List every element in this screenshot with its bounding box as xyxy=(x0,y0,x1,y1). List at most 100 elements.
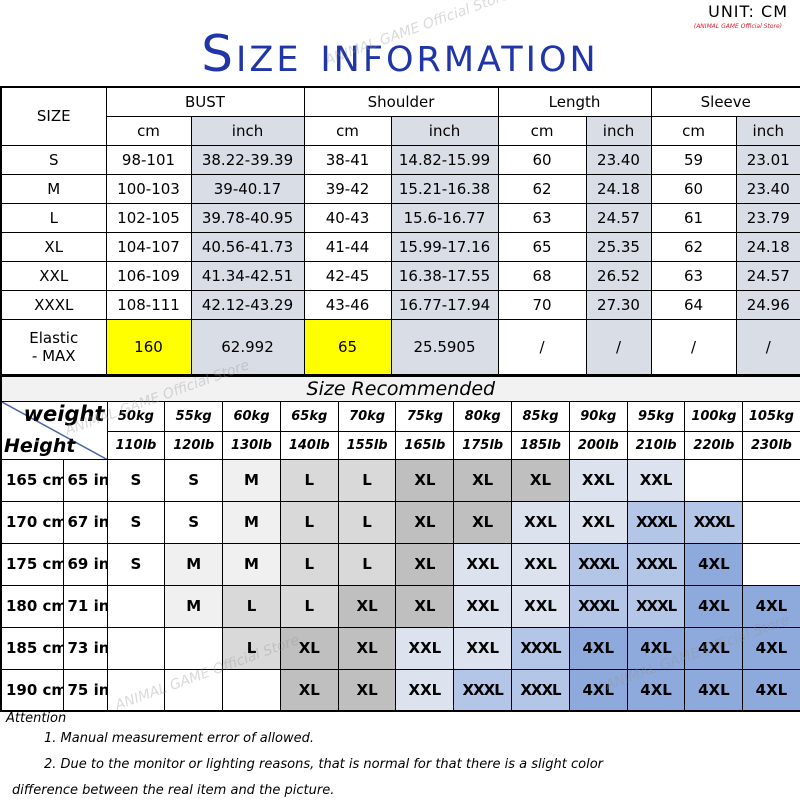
table-row: XXL 106-109 41.34-42.51 42-45 16.38-17.55 68 2… xyxy=(0,260,800,291)
size-cell xyxy=(106,668,166,712)
size-cell: S xyxy=(106,458,166,502)
size-cell: L xyxy=(337,542,397,586)
height-in: 71 in xyxy=(62,584,108,628)
size-cell: 4XL xyxy=(684,542,744,586)
measure-cell: 104-107 xyxy=(105,231,192,262)
table-row: 180 cm 71 in M L L XL XL XXL XXL XXXL XXXL 4XL 4XL xyxy=(0,584,800,628)
unit-header: inch xyxy=(190,115,305,146)
measure-cell: 60 xyxy=(497,144,587,175)
note-2: 2. Due to the monitor or lighting reason… xyxy=(44,757,604,772)
unit-header: cm xyxy=(303,115,392,146)
weight-label: weight xyxy=(23,401,105,426)
elastic-value: / xyxy=(650,318,737,376)
size-cell: XXXL xyxy=(684,500,744,544)
weight-kg: 60kg xyxy=(222,400,281,432)
measure-cell: 24.18 xyxy=(585,173,652,204)
unit-header: cm xyxy=(105,115,192,146)
size-cell xyxy=(222,668,281,712)
measure-cell: 42.12-43.29 xyxy=(190,289,305,320)
height-in: 65 in xyxy=(62,458,108,502)
measure-cell: 100-103 xyxy=(105,173,192,204)
size-cell: L xyxy=(222,584,281,628)
size-cell: XXL xyxy=(568,500,628,544)
table-row: M 100-103 39-40.17 39-42 15.21-16.38 62 24.18 6… xyxy=(0,173,800,204)
table-row: L 102-105 39.78-40.95 40-43 15.6-16.77 63 24.5… xyxy=(0,202,800,233)
size-cell: XL xyxy=(279,668,339,712)
measure-cell: 39-40.17 xyxy=(190,173,305,204)
size-cell: XXL xyxy=(626,458,686,502)
weight-lb: 230lb xyxy=(742,430,800,460)
weight-lb: 120lb xyxy=(164,430,224,460)
size-cell: L xyxy=(0,202,107,233)
measure-cell: 65 xyxy=(497,231,587,262)
size-cell: L xyxy=(337,500,397,544)
height-cm: 180 cm xyxy=(0,584,64,628)
measure-cell: 61 xyxy=(650,202,737,233)
height-cm: 165 cm xyxy=(0,458,64,502)
height-in: 75 in xyxy=(62,668,108,712)
weight-kg: 65kg xyxy=(279,400,339,432)
size-cell: XXXL xyxy=(626,500,686,544)
measure-cell: 15.99-17.16 xyxy=(390,231,499,262)
height-cm: 175 cm xyxy=(0,542,64,586)
measure-cell: 16.38-17.55 xyxy=(390,260,499,291)
size-header: SIZE xyxy=(0,86,107,146)
elastic-value: 160 xyxy=(105,318,192,376)
size-cell: 4XL xyxy=(684,668,744,712)
size-cell: M xyxy=(222,458,281,502)
measure-cell: 23.40 xyxy=(735,173,800,204)
group-header: Length xyxy=(497,86,652,117)
measure-cell: 64 xyxy=(650,289,737,320)
size-cell: L xyxy=(222,626,281,670)
measure-cell: 106-109 xyxy=(105,260,192,291)
size-cell: XXL xyxy=(568,458,628,502)
size-cell: XXL xyxy=(395,668,455,712)
weight-kg: 80kg xyxy=(453,400,513,432)
height-cm: 170 cm xyxy=(0,500,64,544)
size-cell: M xyxy=(0,173,107,204)
measure-cell: 24.57 xyxy=(585,202,652,233)
size-cell: M xyxy=(164,584,224,628)
measure-cell: 68 xyxy=(497,260,587,291)
measure-cell: 102-105 xyxy=(105,202,192,233)
weight-kg: 75kg xyxy=(395,400,455,432)
unit-header: cm xyxy=(497,115,587,146)
size-cell: XXXL xyxy=(511,668,570,712)
measure-cell: 39.78-40.95 xyxy=(190,202,305,233)
height-in: 67 in xyxy=(62,500,108,544)
size-cell: XXL xyxy=(511,500,570,544)
size-cell: S xyxy=(106,500,166,544)
size-cell: L xyxy=(337,458,397,502)
measure-cell: 23.01 xyxy=(735,144,800,175)
size-cell: XL xyxy=(453,458,513,502)
table-row: XXXL 108-111 42.12-43.29 43-46 16.77-17.94 70… xyxy=(0,289,800,320)
measure-cell: 38-41 xyxy=(303,144,392,175)
measure-cell: 24.57 xyxy=(735,260,800,291)
size-cell: 4XL xyxy=(742,668,800,712)
weight-lb: 130lb xyxy=(222,430,281,460)
size-cell: XXXL xyxy=(626,584,686,628)
weight-kg: 95kg xyxy=(626,400,686,432)
size-cell: L xyxy=(279,542,339,586)
weight-lb: 110lb xyxy=(106,430,166,460)
size-cell: XL xyxy=(511,458,570,502)
weight-kg: 70kg xyxy=(337,400,397,432)
size-cell: 4XL xyxy=(568,668,628,712)
table-row: XL 104-107 40.56-41.73 41-44 15.99-17.16 65 25… xyxy=(0,231,800,262)
size-cell: XXL xyxy=(511,542,570,586)
measure-cell: 70 xyxy=(497,289,587,320)
elastic-value: / xyxy=(735,318,800,376)
measure-cell: 26.52 xyxy=(585,260,652,291)
note-1: 1. Manual measurement error of allowed. xyxy=(44,731,314,746)
unit-label: UNIT: CM xyxy=(708,2,788,21)
size-cell: 4XL xyxy=(742,584,800,628)
table-row: 170 cm 67 in S S M L L XL XL XXL XXL XXXL XXXL xyxy=(0,500,800,544)
measure-cell: 63 xyxy=(650,260,737,291)
size-cell: S xyxy=(0,144,107,175)
size-cell xyxy=(742,458,800,502)
size-table: SIZE BUST Shoulder Length Sleeve cm inch c… xyxy=(0,86,800,376)
measure-cell: 43-46 xyxy=(303,289,392,320)
size-cell: 4XL xyxy=(684,626,744,670)
size-cell: XXL xyxy=(453,542,513,586)
height-in: 69 in xyxy=(62,542,108,586)
